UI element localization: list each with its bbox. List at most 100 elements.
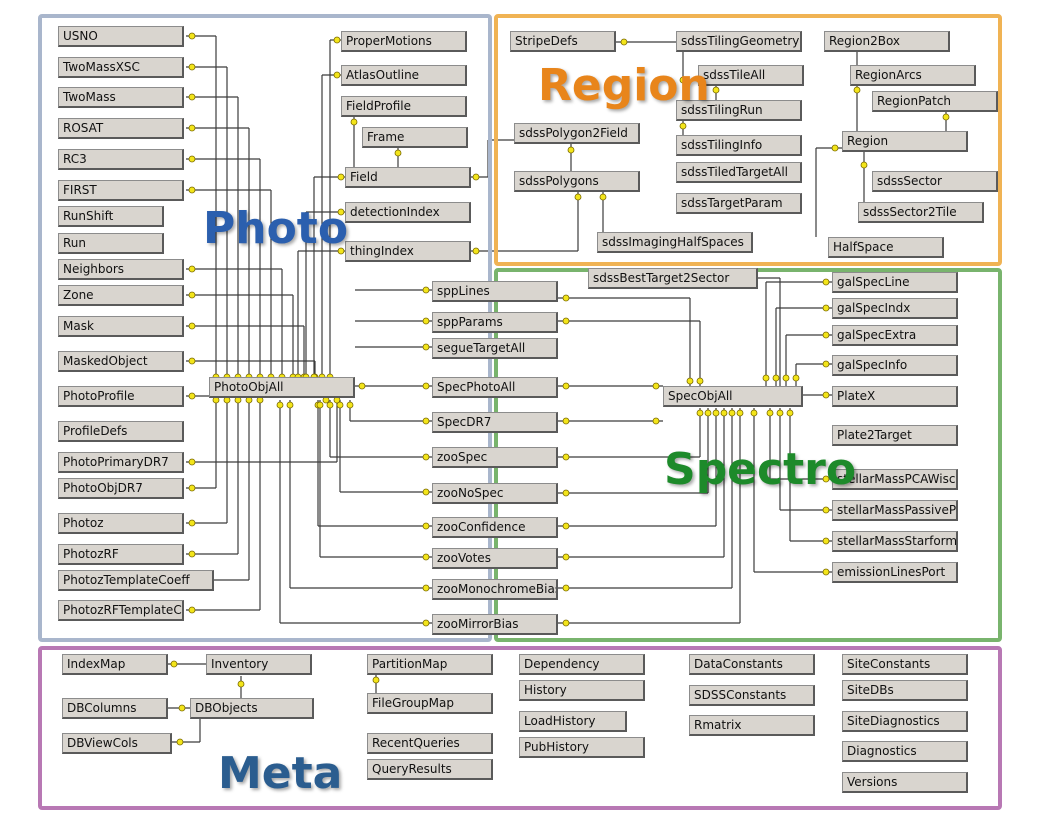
table-sitediagnostics[interactable]: SiteDiagnostics: [842, 711, 968, 732]
table-versions[interactable]: Versions: [842, 772, 968, 793]
table-region2box[interactable]: Region2Box: [824, 31, 950, 52]
table-galspecinfo[interactable]: galSpecInfo: [832, 355, 958, 376]
table-run[interactable]: Run: [58, 233, 164, 254]
table-zoomirrorbias[interactable]: zooMirrorBias: [432, 614, 558, 635]
table-sdsspolygon2field[interactable]: sdssPolygon2Field: [514, 123, 640, 144]
table-field[interactable]: Field: [345, 167, 471, 188]
table-seguetargetall[interactable]: segueTargetAll: [432, 338, 558, 359]
table-regionpatch[interactable]: RegionPatch: [872, 91, 998, 112]
table-specobjall[interactable]: SpecObjAll: [663, 386, 803, 407]
table-plate2target[interactable]: Plate2Target: [832, 425, 958, 446]
table-profiledefs[interactable]: ProfileDefs: [58, 421, 184, 442]
table-specphotoall[interactable]: SpecPhotoAll: [432, 377, 558, 398]
table-dbobjects[interactable]: DBObjects: [190, 698, 314, 719]
table-stellarmasspcawisc[interactable]: stellarMassPCAWisc: [832, 469, 958, 490]
table-galspecline[interactable]: galSpecLine: [832, 272, 958, 293]
table-filegroupmap[interactable]: FileGroupMap: [367, 693, 493, 714]
key-endpoint-icon: [316, 401, 324, 409]
table-halfspace[interactable]: HalfSpace: [828, 237, 944, 258]
table-zoomonochromebias[interactable]: zooMonochromeBias: [432, 579, 558, 600]
table-first[interactable]: FIRST: [58, 180, 184, 201]
table-zoospec[interactable]: zooSpec: [432, 447, 558, 468]
table-platex[interactable]: PlateX: [832, 386, 958, 407]
table-propermotions[interactable]: ProperMotions: [341, 31, 467, 52]
table-regionarcs[interactable]: RegionArcs: [850, 65, 976, 86]
table-runshift[interactable]: RunShift: [58, 206, 164, 227]
table-pubhistory[interactable]: PubHistory: [519, 737, 645, 758]
table-usno[interactable]: USNO: [58, 26, 184, 47]
table-zone[interactable]: Zone: [58, 285, 184, 306]
table-dbviewcols[interactable]: DBViewCols: [62, 733, 172, 754]
table-sdssimaginghalfspaces[interactable]: sdssImagingHalfSpaces: [597, 232, 753, 253]
table-stellarmassstarform[interactable]: stellarMassStarform: [832, 531, 958, 552]
table-rmatrix[interactable]: Rmatrix: [689, 715, 815, 736]
key-endpoint-icon: [822, 391, 830, 399]
table-twomass[interactable]: TwoMass: [58, 87, 184, 108]
table-sdsstileall[interactable]: sdssTileAll: [698, 65, 804, 86]
table-diagnostics[interactable]: Diagnostics: [842, 741, 968, 762]
table-fieldprofile[interactable]: FieldProfile: [341, 96, 467, 117]
table-rosat[interactable]: ROSAT: [58, 118, 184, 139]
table-history[interactable]: History: [519, 680, 645, 701]
table-sdsstilinginfo[interactable]: sdssTilingInfo: [676, 135, 802, 156]
key-endpoint-icon: [822, 475, 830, 483]
key-endpoint-icon: [562, 294, 570, 302]
table-photozrf[interactable]: PhotozRF: [58, 544, 184, 565]
table-sdsstilinggeometry[interactable]: sdssTilingGeometry: [676, 31, 802, 52]
table-recentqueries[interactable]: RecentQueries: [367, 733, 493, 754]
key-endpoint-icon: [176, 738, 184, 746]
table-twomassxsc[interactable]: TwoMassXSC: [58, 57, 184, 78]
table-sdsstargetparam[interactable]: sdssTargetParam: [676, 193, 802, 214]
table-sdsstilingrun[interactable]: sdssTilingRun: [676, 100, 802, 121]
table-dependency[interactable]: Dependency: [519, 654, 645, 675]
table-sdssconstants[interactable]: SDSSConstants: [689, 685, 815, 706]
table-region[interactable]: Region: [842, 131, 968, 152]
key-endpoint-icon: [822, 278, 830, 286]
table-rc3[interactable]: RC3: [58, 149, 184, 170]
table-sitedbs[interactable]: SiteDBs: [842, 680, 968, 701]
table-photoobjall[interactable]: PhotoObjAll: [209, 377, 355, 398]
table-photoztemplatecoeff[interactable]: PhotozTemplateCoeff: [58, 570, 214, 591]
table-galspecextra[interactable]: galSpecExtra: [832, 325, 958, 346]
table-siteconstants[interactable]: SiteConstants: [842, 654, 968, 675]
table-indexmap[interactable]: IndexMap: [62, 654, 168, 675]
table-detectionindex[interactable]: detectionIndex: [345, 202, 471, 223]
table-dbcolumns[interactable]: DBColumns: [62, 698, 168, 719]
table-spplines[interactable]: sppLines: [432, 281, 558, 302]
table-sppparams[interactable]: sppParams: [432, 312, 558, 333]
key-endpoint-icon: [853, 86, 861, 94]
table-sdssbesttarget2sector[interactable]: sdssBestTarget2Sector: [588, 268, 758, 289]
table-galspecindx[interactable]: galSpecIndx: [832, 298, 958, 319]
table-mask[interactable]: Mask: [58, 316, 184, 337]
meta-group-label: Meta: [218, 748, 343, 799]
table-sdsstiledtargetall[interactable]: sdssTiledTargetAll: [676, 162, 802, 183]
table-photoprimarydr7[interactable]: PhotoPrimaryDR7: [58, 452, 184, 473]
table-sdsssector[interactable]: sdssSector: [872, 171, 998, 192]
table-loadhistory[interactable]: LoadHistory: [519, 711, 627, 732]
table-zoonospec[interactable]: zooNoSpec: [432, 483, 558, 504]
table-queryresults[interactable]: QueryResults: [367, 759, 493, 780]
table-sdsssector2tile[interactable]: sdssSector2Tile: [858, 202, 984, 223]
table-emissionlinesport[interactable]: emissionLinesPort: [832, 562, 958, 583]
table-neighbors[interactable]: Neighbors: [58, 259, 184, 280]
table-photoz[interactable]: Photoz: [58, 513, 184, 534]
table-partitionmap[interactable]: PartitionMap: [367, 654, 493, 675]
table-photozrftemplateco[interactable]: PhotozRFTemplateCo: [58, 600, 184, 621]
table-stripedefs[interactable]: StripeDefs: [510, 31, 616, 52]
table-dataconstants[interactable]: DataConstants: [689, 654, 815, 675]
table-specdr7[interactable]: SpecDR7: [432, 412, 558, 433]
table-photoobjdr7[interactable]: PhotoObjDR7: [58, 478, 184, 499]
key-endpoint-icon: [337, 173, 345, 181]
key-endpoint-icon: [652, 382, 660, 390]
table-sdsspolygons[interactable]: sdssPolygons: [514, 171, 640, 192]
table-zoovotes[interactable]: zooVotes: [432, 548, 558, 569]
table-frame[interactable]: Frame: [362, 127, 468, 148]
table-zooconfidence[interactable]: zooConfidence: [432, 517, 558, 538]
table-photoprofile[interactable]: PhotoProfile: [58, 386, 184, 407]
table-thingindex[interactable]: thingIndex: [345, 241, 471, 262]
table-inventory[interactable]: Inventory: [206, 654, 312, 675]
table-stellarmasspassivep[interactable]: stellarMassPassiveP: [832, 500, 958, 521]
table-atlasoutline[interactable]: AtlasOutline: [341, 65, 467, 86]
key-endpoint-icon: [574, 193, 582, 201]
table-maskedobject[interactable]: MaskedObject: [58, 351, 184, 372]
